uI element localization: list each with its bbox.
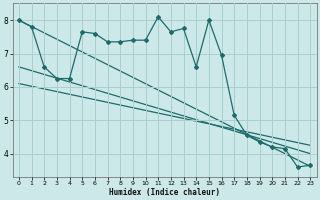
X-axis label: Humidex (Indice chaleur): Humidex (Indice chaleur): [109, 188, 220, 197]
